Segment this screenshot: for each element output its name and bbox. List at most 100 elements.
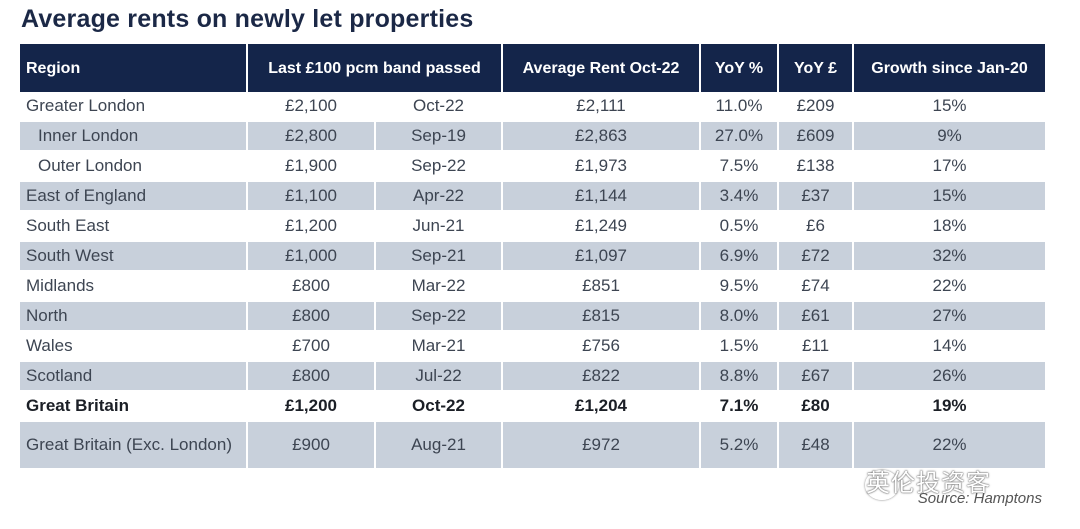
cell-yoy-gbp: £48 xyxy=(778,421,854,470)
header-yoy-gbp: YoY £ xyxy=(778,44,854,92)
header-growth: Growth since Jan-20 xyxy=(853,44,1045,92)
cell-growth: 15% xyxy=(853,181,1045,212)
cell-yoy-pct: 6.9% xyxy=(700,241,779,272)
header-band: Last £100 pcm band passed xyxy=(247,44,503,92)
cell-band: £1,000 xyxy=(247,241,376,272)
cell-yoy-gbp: £6 xyxy=(778,211,854,242)
cell-band: £1,200 xyxy=(247,391,376,422)
table-row: South East £1,200 Jun-21 £1,249 0.5% £6 18% xyxy=(20,211,1045,242)
table-row: Wales £700 Mar-21 £756 1.5% £11 14% xyxy=(20,331,1045,362)
cell-yoy-gbp: £138 xyxy=(778,151,854,182)
table-row: East of England £1,100 Apr-22 £1,144 3.4% £37… xyxy=(20,181,1045,212)
cell-band: £2,800 xyxy=(247,121,376,152)
table-row: South West £1,000 Sep-21 £1,097 6.9% £72 32% xyxy=(20,241,1045,272)
cell-yoy-pct: 1.5% xyxy=(700,331,779,362)
cell-growth: 22% xyxy=(853,271,1045,302)
cell-yoy-gbp: £74 xyxy=(778,271,854,302)
cell-yoy-pct: 7.1% xyxy=(700,391,779,422)
cell-region: South East xyxy=(20,211,248,242)
cell-yoy-pct: 5.2% xyxy=(700,421,779,470)
cell-growth: 22% xyxy=(853,421,1045,470)
cell-band: £1,900 xyxy=(247,151,376,182)
cell-yoy-gbp: £61 xyxy=(778,301,854,332)
cell-avg-rent: £851 xyxy=(502,271,701,302)
cell-yoy-gbp: £11 xyxy=(778,331,854,362)
cell-avg-rent: £2,863 xyxy=(502,121,701,152)
cell-yoy-gbp: £72 xyxy=(778,241,854,272)
cell-yoy-gbp: £67 xyxy=(778,361,854,392)
cell-avg-rent: £1,144 xyxy=(502,181,701,212)
cell-region: Scotland xyxy=(20,361,248,392)
cell-band: £1,100 xyxy=(247,181,376,212)
cell-growth: 32% xyxy=(853,241,1045,272)
cell-growth: 18% xyxy=(853,211,1045,242)
cell-region: Outer London xyxy=(20,151,248,182)
cell-band-date: Mar-21 xyxy=(375,331,503,362)
cell-avg-rent: £815 xyxy=(502,301,701,332)
cell-growth: 26% xyxy=(853,361,1045,392)
cell-yoy-gbp: £209 xyxy=(778,92,854,122)
cell-band: £2,100 xyxy=(247,92,376,122)
watermark: 英伦投资客 xyxy=(866,470,991,497)
header-avg-rent: Average Rent Oct-22 xyxy=(502,44,701,92)
cell-growth: 14% xyxy=(853,331,1045,362)
cell-avg-rent: £822 xyxy=(502,361,701,392)
cell-band-date: Oct-22 xyxy=(375,391,503,422)
cell-band-date: Apr-22 xyxy=(375,181,503,212)
table-row: Inner London £2,800 Sep-19 £2,863 27.0% £609 9… xyxy=(20,121,1045,152)
cell-yoy-pct: 7.5% xyxy=(700,151,779,182)
cell-avg-rent: £1,204 xyxy=(502,391,701,422)
table-row: Great Britain (Exc. London) £900 Aug-21 £97… xyxy=(20,421,1045,470)
cell-band: £700 xyxy=(247,331,376,362)
table-title: Average rents on newly let properties xyxy=(21,5,474,33)
cell-avg-rent: £2,111 xyxy=(502,92,701,122)
cell-region: Great Britain (Exc. London) xyxy=(20,421,248,470)
cell-avg-rent: £972 xyxy=(502,421,701,470)
cell-yoy-pct: 11.0% xyxy=(700,92,779,122)
cell-avg-rent: £1,249 xyxy=(502,211,701,242)
cell-growth: 9% xyxy=(853,121,1045,152)
cell-band: £900 xyxy=(247,421,376,470)
cell-yoy-pct: 3.4% xyxy=(700,181,779,212)
cell-avg-rent: £1,973 xyxy=(502,151,701,182)
cell-yoy-gbp: £80 xyxy=(778,391,854,422)
header-region: Region xyxy=(20,44,248,92)
wechat-icon xyxy=(865,470,899,500)
cell-band-date: Mar-22 xyxy=(375,271,503,302)
cell-region: Great Britain xyxy=(20,391,248,422)
cell-avg-rent: £756 xyxy=(502,331,701,362)
cell-band-date: Sep-21 xyxy=(375,241,503,272)
cell-band-date: Sep-22 xyxy=(375,301,503,332)
cell-region: Midlands xyxy=(20,271,248,302)
header-row: Region Last £100 pcm band passed Average… xyxy=(20,44,1045,92)
cell-band-date: Jul-22 xyxy=(375,361,503,392)
cell-yoy-gbp: £609 xyxy=(778,121,854,152)
cell-yoy-pct: 9.5% xyxy=(700,271,779,302)
cell-region: North xyxy=(20,301,248,332)
cell-region: South West xyxy=(20,241,248,272)
table-row: Outer London £1,900 Sep-22 £1,973 7.5% £138 17… xyxy=(20,151,1045,182)
cell-avg-rent: £1,097 xyxy=(502,241,701,272)
table-row: Greater London £2,100 Oct-22 £2,111 11.0% £20… xyxy=(20,92,1045,122)
cell-region: Wales xyxy=(20,331,248,362)
cell-band: £800 xyxy=(247,271,376,302)
cell-yoy-gbp: £37 xyxy=(778,181,854,212)
cell-yoy-pct: 0.5% xyxy=(700,211,779,242)
cell-band-date: Jun-21 xyxy=(375,211,503,242)
cell-band: £1,200 xyxy=(247,211,376,242)
cell-band-date: Aug-21 xyxy=(375,421,503,470)
cell-region: Inner London xyxy=(20,121,248,152)
cell-yoy-pct: 8.8% xyxy=(700,361,779,392)
cell-yoy-pct: 8.0% xyxy=(700,301,779,332)
cell-band: £800 xyxy=(247,301,376,332)
header-yoy-pct: YoY % xyxy=(700,44,779,92)
table-body: Greater London £2,100 Oct-22 £2,111 11.0% £20… xyxy=(20,92,1045,470)
table-row: Midlands £800 Mar-22 £851 9.5% £74 22% xyxy=(20,271,1045,302)
cell-band-date: Oct-22 xyxy=(375,92,503,122)
cell-growth: 17% xyxy=(853,151,1045,182)
cell-region: East of England xyxy=(20,181,248,212)
cell-band-date: Sep-22 xyxy=(375,151,503,182)
cell-growth: 15% xyxy=(853,92,1045,122)
cell-region: Greater London xyxy=(20,92,248,122)
table-row: North £800 Sep-22 £815 8.0% £61 27% xyxy=(20,301,1045,332)
